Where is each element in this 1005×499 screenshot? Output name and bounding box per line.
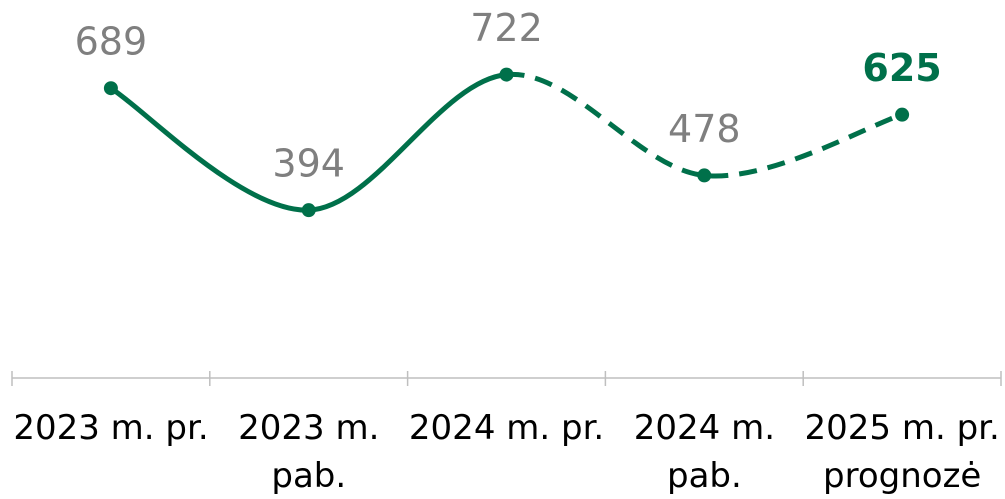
marker (499, 67, 514, 82)
data-label: 689 (75, 20, 148, 64)
line-forecast (506, 72, 903, 179)
x-tick-label: 2023 m. pab. (238, 408, 380, 496)
x-tick-label: 2024 m. pab. (633, 408, 776, 496)
x-tick-label: 2025 m. pr. prognozė (804, 408, 1000, 496)
data-label: 625 (862, 46, 941, 90)
marker (103, 81, 118, 96)
data-label: 722 (470, 6, 543, 50)
marker (301, 203, 316, 218)
data-label: 394 (272, 142, 345, 186)
x-tick-label: 2024 m. pr. (408, 408, 605, 448)
x-tick-label: 2023 m. pr. (13, 408, 209, 448)
data-label: 478 (668, 107, 741, 151)
marker (895, 107, 910, 122)
marker (697, 168, 712, 183)
